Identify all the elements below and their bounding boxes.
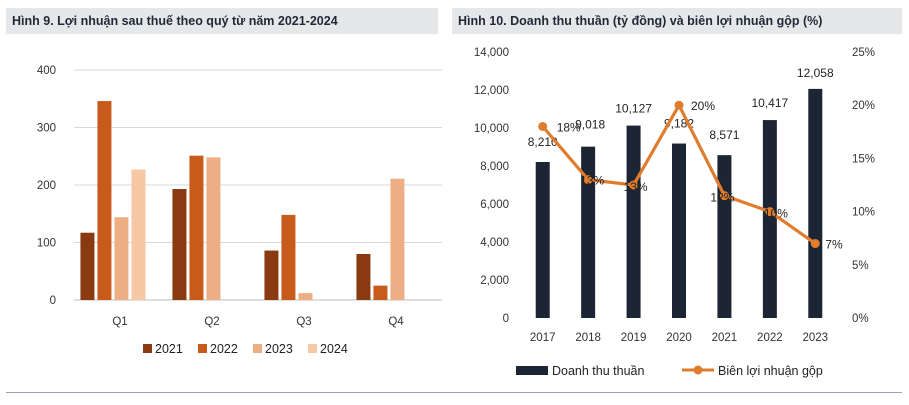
right-y-tick-label: 20% (852, 100, 875, 112)
y-tick-label: 0 (50, 295, 56, 307)
bar-2023-Q3 (298, 293, 313, 300)
left-y-tick-label: 6,000 (480, 199, 509, 211)
x-tick-label: Q1 (112, 316, 127, 328)
bar-2023-Q2 (206, 157, 221, 300)
bar-value-label: 8,571 (709, 128, 739, 142)
margin-value-label: 18% (557, 120, 581, 134)
x-tick-label: 2018 (575, 332, 601, 344)
legend-swatch-2023 (253, 344, 262, 353)
legend-swatch-2022 (198, 344, 207, 353)
bar-value-label: 10,127 (615, 102, 652, 116)
bar-2023-Q4 (390, 178, 405, 300)
bar-revenue-2018 (581, 146, 596, 318)
legend-label-2024: 2024 (320, 342, 348, 356)
margin-value-label: 20% (691, 99, 715, 113)
bar-2021-Q2 (172, 189, 187, 300)
margin-value-label: 13% (624, 180, 648, 194)
right-chart-title: Hình 10. Doanh thu thuần (tỷ đồng) và bi… (452, 8, 902, 34)
left-y-tick-label: 0 (503, 313, 509, 325)
margin-value-label: 12% (710, 191, 734, 205)
x-tick-label: Q2 (204, 316, 219, 328)
bar-2021-Q1 (80, 232, 95, 300)
legend-label-margin: Biên lợi nhuận gộp (718, 364, 823, 378)
x-tick-label: Q4 (388, 316, 404, 328)
margin-point-2023 (810, 239, 820, 249)
bar-2022-Q3 (281, 214, 296, 300)
legend-swatch-2024 (308, 344, 317, 353)
right-y-tick-label: 25% (852, 47, 875, 59)
x-tick-label: 2017 (530, 332, 556, 344)
bar-value-label: 8,210 (528, 135, 558, 149)
legend-label-2023: 2023 (265, 342, 293, 356)
legend-swatch-revenue (516, 366, 548, 375)
x-tick-label: 2020 (666, 332, 692, 344)
bar-revenue-2023 (808, 88, 823, 318)
bar-revenue-2020 (672, 143, 686, 318)
bar-revenue-2022 (762, 120, 777, 319)
x-tick-label: 2022 (757, 332, 783, 344)
quarterly-profit-chart: 0 100 200 300 400 Q1 Q2 Q3 Q4 2021 2022 2023 2024 (37, 65, 442, 356)
y-tick-label: 100 (37, 238, 56, 250)
margin-point-2018 (583, 175, 593, 185)
x-tick-label: Q3 (296, 316, 311, 328)
x-tick-label: 2019 (621, 332, 647, 344)
bar-value-label: 10,417 (752, 96, 789, 110)
legend-label-2021: 2021 (155, 342, 183, 356)
right-y-tick-label: 10% (852, 207, 875, 219)
left-y-tick-label: 2,000 (480, 275, 509, 287)
bar-2021-Q3 (264, 250, 279, 300)
margin-value-label: 10% (764, 207, 788, 221)
y-tick-label: 200 (37, 180, 56, 192)
legend-label-2022: 2022 (210, 342, 238, 356)
bar-value-label: 9,018 (575, 118, 605, 132)
bar-2022-Q1 (97, 101, 112, 300)
margin-point-2017 (538, 121, 548, 131)
margin-value-label: 13% (580, 174, 604, 188)
left-y-tick-label: 8,000 (480, 161, 509, 173)
bar-revenue-2021 (717, 155, 732, 318)
y-tick-label: 300 (37, 123, 56, 135)
legend-label-revenue: Doanh thu thuần (552, 364, 644, 378)
left-y-tick-label: 10,000 (474, 123, 509, 135)
margin-point-2021 (719, 191, 729, 201)
bar-revenue-2019 (626, 125, 641, 318)
left-y-tick-label: 14,000 (474, 47, 509, 59)
margin-point-2022 (765, 207, 775, 217)
bar-2022-Q4 (373, 285, 388, 300)
bottom-divider (6, 392, 902, 393)
x-tick-label: 2021 (712, 332, 738, 344)
bar-2022-Q2 (189, 155, 204, 300)
margin-value-label: 7% (825, 238, 843, 252)
left-y-tick-label: 12,000 (474, 85, 509, 97)
bar-2021-Q4 (356, 254, 371, 300)
left-y-tick-label: 4,000 (480, 237, 509, 249)
margin-point-2020 (674, 100, 684, 110)
legend-swatch-2021 (143, 344, 152, 353)
bar-value-label: 12,058 (797, 66, 834, 80)
bar-2023-Q1 (114, 217, 129, 300)
bar-revenue-2017 (535, 162, 550, 318)
bar-2024-Q1 (131, 169, 146, 300)
right-y-tick-label: 0% (852, 313, 869, 325)
right-y-tick-label: 5% (852, 260, 869, 272)
right-y-tick-label: 15% (852, 153, 875, 165)
legend-swatch-margin-dot (693, 365, 703, 375)
x-tick-label: 2023 (802, 332, 828, 344)
left-chart-title: Hình 9. Lợi nhuận sau thuế theo quý từ n… (6, 8, 438, 34)
margin-point-2019 (629, 180, 639, 190)
y-tick-label: 400 (37, 65, 56, 77)
